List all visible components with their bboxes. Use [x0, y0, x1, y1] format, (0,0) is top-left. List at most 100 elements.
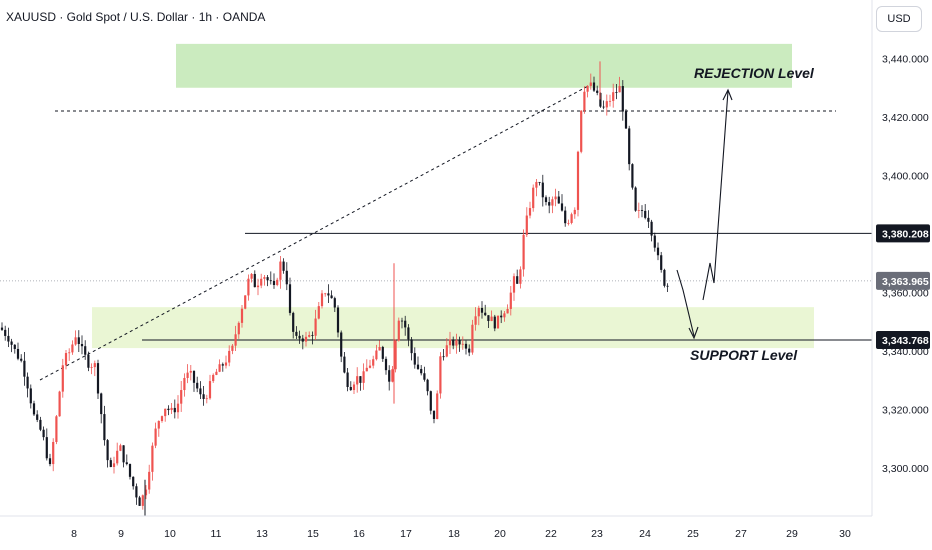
candle-body [650, 221, 653, 236]
candle-body [468, 348, 471, 353]
candle-body [250, 273, 253, 279]
candle-body [564, 210, 567, 224]
candle-body [0, 327, 4, 330]
candle-body [404, 320, 407, 328]
candle-body [644, 210, 647, 218]
candle-body [285, 270, 288, 285]
candle-body [119, 445, 122, 451]
candle-body [666, 285, 669, 287]
candle-body [244, 295, 247, 309]
candle-body [45, 437, 48, 459]
candle-body [93, 363, 96, 368]
candle-body [141, 495, 144, 506]
candle-body [576, 151, 580, 210]
candle-body [349, 387, 352, 391]
candle-body [221, 364, 224, 366]
candle-body [237, 322, 240, 335]
candle-body [516, 276, 519, 284]
candle-body [317, 306, 320, 319]
candle-body [471, 324, 474, 353]
candle-body [496, 315, 500, 329]
candle-body [420, 368, 423, 374]
candle-body [544, 197, 548, 203]
candle-body [436, 393, 439, 420]
candle-body [602, 106, 605, 108]
candle-body [7, 335, 10, 342]
candle-body [548, 202, 551, 206]
candle-body [560, 203, 564, 211]
candle-body [605, 101, 608, 108]
candle-body [116, 450, 119, 464]
candle-body [378, 346, 381, 351]
candle-body [663, 269, 666, 286]
candle-body [308, 335, 311, 337]
candle-body [100, 393, 103, 415]
candle-body [410, 339, 413, 354]
candle-body [10, 341, 13, 345]
candle-body [490, 316, 493, 322]
candle-body [336, 307, 340, 333]
candle-body [458, 340, 461, 345]
candle-body [615, 92, 618, 93]
candle-body [304, 336, 308, 342]
x-tick-label: 30 [839, 528, 851, 540]
candle-body [352, 384, 356, 391]
candle-body [148, 471, 151, 490]
candle-body [416, 364, 420, 369]
candle-body [215, 371, 218, 375]
candle-body [557, 196, 560, 204]
candle-body [272, 280, 276, 286]
projection-up-path [702, 90, 729, 301]
candle-body [144, 489, 148, 496]
candle-body [509, 292, 512, 309]
x-tick-label: 20 [494, 528, 506, 540]
candle-body [74, 337, 77, 345]
candle-body [388, 370, 391, 382]
x-tick-label: 27 [735, 528, 747, 540]
x-tick-label: 15 [307, 528, 319, 540]
candle-body [442, 356, 445, 358]
candle-body [586, 85, 589, 92]
y-tick-label: 3,300.000 [882, 463, 929, 475]
candle-body [448, 339, 452, 346]
candle-body [68, 352, 71, 354]
projection-down-path [676, 269, 695, 337]
x-tick-label: 8 [71, 528, 77, 540]
candle-body [295, 331, 298, 336]
candle-body [567, 222, 570, 224]
arrow-up-icon [722, 88, 733, 101]
candle-body [151, 445, 154, 472]
candle-body [32, 403, 36, 415]
candle-body [653, 235, 656, 248]
candle-body [196, 382, 199, 389]
candle-body [90, 367, 93, 368]
candle-body [608, 100, 612, 102]
candle-body [42, 429, 45, 438]
candle-body [551, 199, 554, 206]
candle-body [135, 486, 138, 498]
candle-body [519, 269, 522, 284]
candle-body [580, 110, 583, 152]
candle-body [80, 343, 84, 347]
candle-body [324, 293, 327, 295]
x-tick-label: 24 [639, 528, 651, 540]
currency-button[interactable]: USD [876, 6, 922, 32]
candle-body [426, 379, 429, 392]
price-badge [876, 224, 930, 243]
x-tick-label: 10 [164, 528, 176, 540]
candle-body [231, 345, 234, 351]
candle-body [372, 359, 375, 366]
candle-body [327, 293, 330, 296]
candle-body [384, 358, 388, 371]
candle-body [596, 90, 599, 93]
candle-body [132, 476, 135, 487]
rejection-zone [176, 43, 792, 88]
candle-body [64, 353, 68, 366]
candle-body [612, 92, 615, 101]
price-badge-label: 3,343.768 [882, 335, 929, 347]
candle-body [464, 343, 468, 349]
candle-body [391, 369, 394, 382]
candle-body [618, 86, 621, 93]
candle-body [583, 91, 586, 111]
